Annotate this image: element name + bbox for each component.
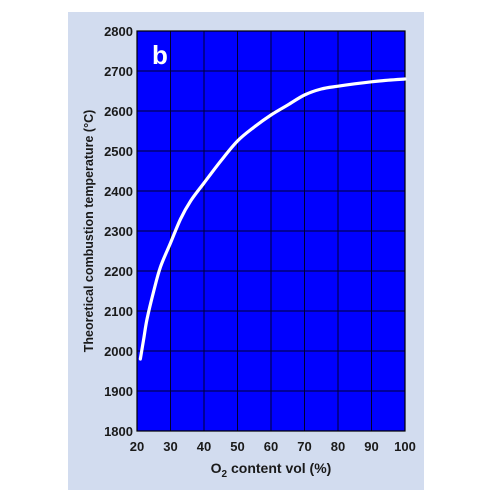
x-axis-label-subscript: 2 <box>222 469 228 480</box>
y-tick-label: 2300 <box>104 224 133 239</box>
y-tick-label: 1900 <box>104 384 133 399</box>
y-tick-label: 1800 <box>104 424 133 439</box>
y-axis-label: Theoretical combustion temperature (°C) <box>82 110 96 353</box>
x-axis-label: O2 content vol (%) <box>211 460 332 480</box>
x-tick-label: 40 <box>197 439 211 454</box>
y-tick-label: 2200 <box>104 264 133 279</box>
y-tick-label: 2000 <box>104 344 133 359</box>
y-tick-label: 2400 <box>104 184 133 199</box>
x-tick-label: 60 <box>264 439 278 454</box>
x-tick-label: 80 <box>331 439 345 454</box>
series-line <box>138 77 407 361</box>
panel-label: b <box>152 40 168 70</box>
x-tick-label: 50 <box>230 439 244 454</box>
x-tick-label: 90 <box>364 439 378 454</box>
x-tick-label: 20 <box>130 439 144 454</box>
x-tick-label: 30 <box>163 439 177 454</box>
x-tick-label: 100 <box>394 439 416 454</box>
x-axis-label-suffix: content vol (%) <box>227 460 331 476</box>
y-tick-label: 2100 <box>104 304 133 319</box>
y-tick-label: 2500 <box>104 144 133 159</box>
plot-frame <box>136 30 406 432</box>
x-axis-label-prefix: O <box>211 460 222 476</box>
x-tick-label: 70 <box>297 439 311 454</box>
y-tick-label: 2600 <box>104 104 133 119</box>
plot-layer: 20 30 40 50 60 70 80 90 100 1800 1900 2000 2100 2200 2… <box>104 24 416 454</box>
y-tick-label: 2800 <box>104 24 133 39</box>
y-tick-label: 2700 <box>104 64 133 79</box>
